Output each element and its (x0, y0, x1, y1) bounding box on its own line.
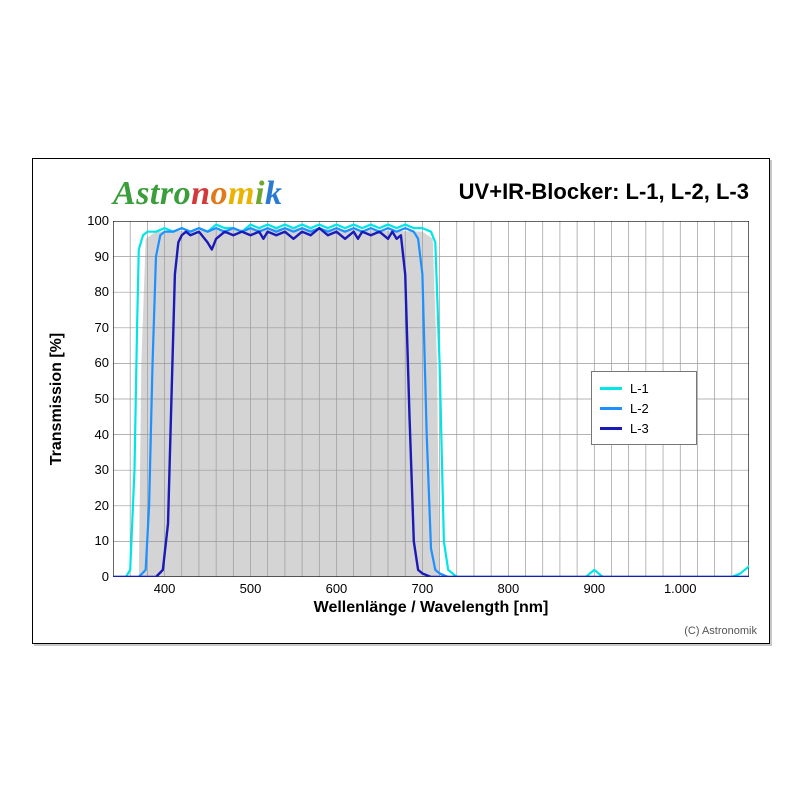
x-tick-label: 1.000 (650, 581, 710, 596)
legend-label: L-1 (630, 381, 649, 396)
legend-swatch (600, 427, 622, 430)
legend-swatch (600, 407, 622, 410)
legend: L-1 L-2 L-3 (591, 371, 697, 445)
y-tick-label: 50 (69, 391, 109, 406)
y-tick-label: 10 (69, 533, 109, 548)
legend-item: L-3 (600, 418, 688, 438)
y-tick-label: 30 (69, 462, 109, 477)
y-tick-label: 20 (69, 498, 109, 513)
x-tick-label: 700 (392, 581, 452, 596)
x-tick-label: 900 (564, 581, 624, 596)
x-tick-label: 400 (135, 581, 195, 596)
y-tick-label: 80 (69, 284, 109, 299)
y-tick-label: 100 (69, 213, 109, 228)
y-axis-label-text: Transmission [%] (48, 333, 66, 465)
page: Astronomik UV+IR-Blocker: L-1, L-2, L-3 … (0, 0, 800, 800)
y-tick-label: 40 (69, 427, 109, 442)
legend-item: L-2 (600, 398, 688, 418)
chart-title: UV+IR-Blocker: L-1, L-2, L-3 (459, 179, 749, 205)
legend-swatch (600, 387, 622, 390)
legend-label: L-3 (630, 421, 649, 436)
x-tick-label: 500 (221, 581, 281, 596)
copyright-text: (C) Astronomik (684, 625, 757, 637)
y-tick-label: 0 (69, 569, 109, 584)
legend-label: L-2 (630, 401, 649, 416)
brand-logo: Astronomik (113, 175, 282, 213)
legend-item: L-1 (600, 378, 688, 398)
y-axis-label: Transmission [%] (47, 221, 67, 577)
x-axis-label: Wellenlänge / Wavelength [nm] (113, 599, 749, 617)
y-tick-label: 70 (69, 320, 109, 335)
x-tick-label: 800 (478, 581, 538, 596)
y-tick-label: 90 (69, 249, 109, 264)
y-tick-label: 60 (69, 355, 109, 370)
x-tick-label: 600 (306, 581, 366, 596)
chart-panel: Astronomik UV+IR-Blocker: L-1, L-2, L-3 … (32, 158, 770, 644)
